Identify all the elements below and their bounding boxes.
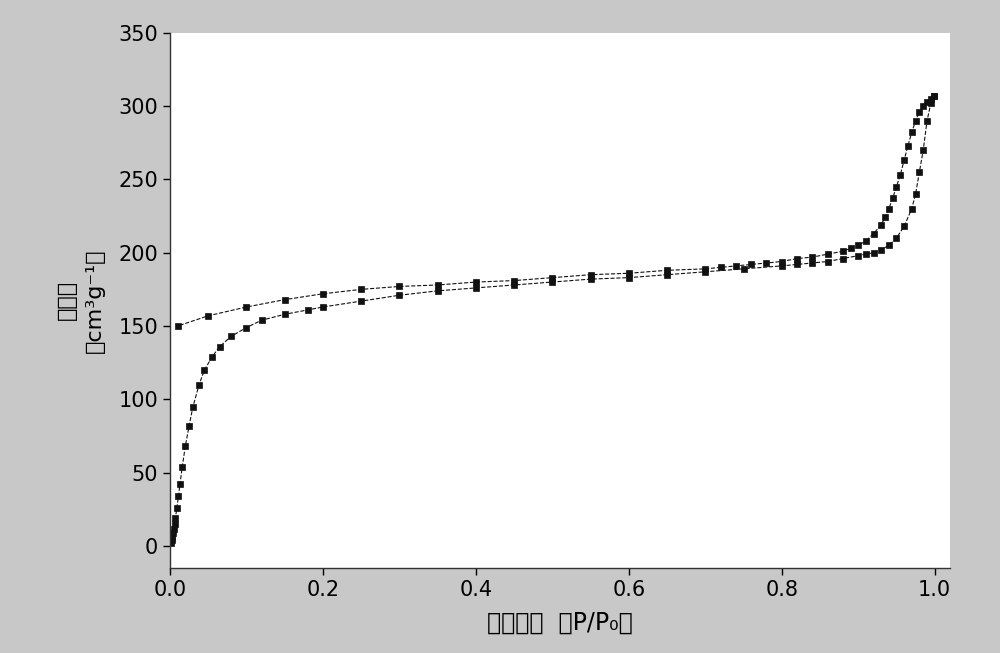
X-axis label: 相对压力  （P/P₀）: 相对压力 （P/P₀） bbox=[487, 611, 633, 635]
Y-axis label: 吸附量
（cm³g⁻¹）: 吸附量 （cm³g⁻¹） bbox=[57, 248, 105, 353]
